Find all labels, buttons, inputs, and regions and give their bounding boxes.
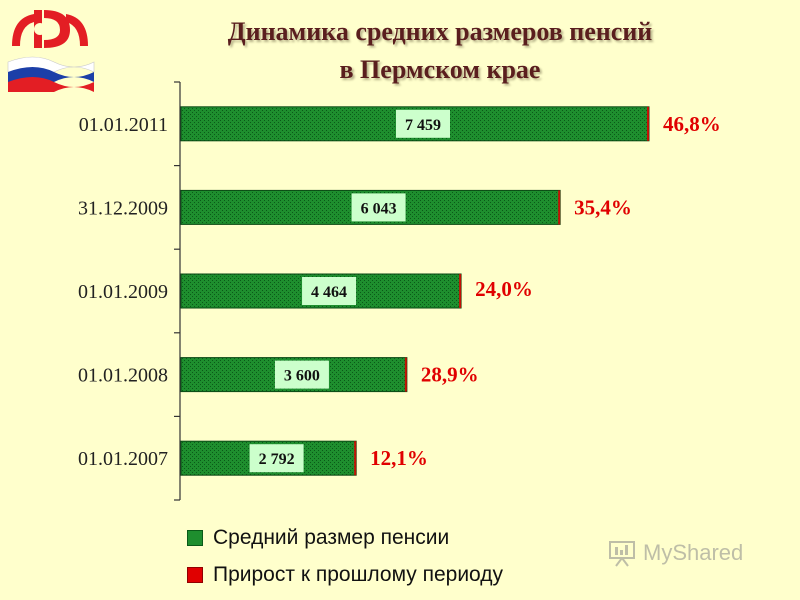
y-tick-label: 31.12.2009 [78,197,168,219]
y-tick-label: 01.01.2011 [79,114,168,136]
bar-growth-segment [459,274,462,308]
presentation-board-icon [609,541,635,567]
data-label-pension: 2 792 [259,451,295,468]
watermark-text: MyShared [643,540,744,565]
legend-swatch-pension [187,530,203,546]
data-label-growth: 12,1% [370,446,428,470]
pension-fund-logo [7,10,95,92]
data-label-box [274,360,329,389]
data-label-box [351,193,406,222]
y-tick-label: 01.01.2009 [78,281,168,303]
bar-growth-segment [558,190,561,225]
data-label-growth: 28,9% [421,363,479,387]
bar-growth-segment [404,357,407,392]
logo-emblem [12,10,88,48]
legend-item-pension: Средний размер пенсии [187,526,449,550]
bar-growth-segment [647,106,649,141]
y-tick-label: 01.01.2007 [78,448,168,470]
legend-swatch-growth [187,567,203,583]
russian-flag-icon [7,56,95,92]
data-label-pension: 3 600 [284,368,320,385]
data-label-growth: 24,0% [475,277,533,301]
data-label-pension: 4 464 [311,284,347,301]
chart-title-line-1: Динамика средних размеров пенсий [227,17,653,46]
data-label-growth: 35,4% [574,195,632,219]
y-tick-label: 01.01.2008 [78,365,168,387]
legend-item-growth: Прирост к прошлому периоду [187,563,503,587]
data-label-pension: 7 459 [405,117,441,134]
data-label-growth: 46,8% [663,112,721,136]
data-label-box [396,109,450,138]
data-label-box [249,444,304,473]
legend-label-growth: Прирост к прошлому периоду [213,563,504,586]
watermark: MyShared [607,538,743,568]
data-label-box [302,277,357,305]
bar-growth-segment [354,441,357,476]
legend-label-pension: Средний размер пенсии [213,526,450,549]
chart-title-line-2: в Пермском крае [339,55,541,84]
data-label-pension: 6 043 [361,200,397,217]
